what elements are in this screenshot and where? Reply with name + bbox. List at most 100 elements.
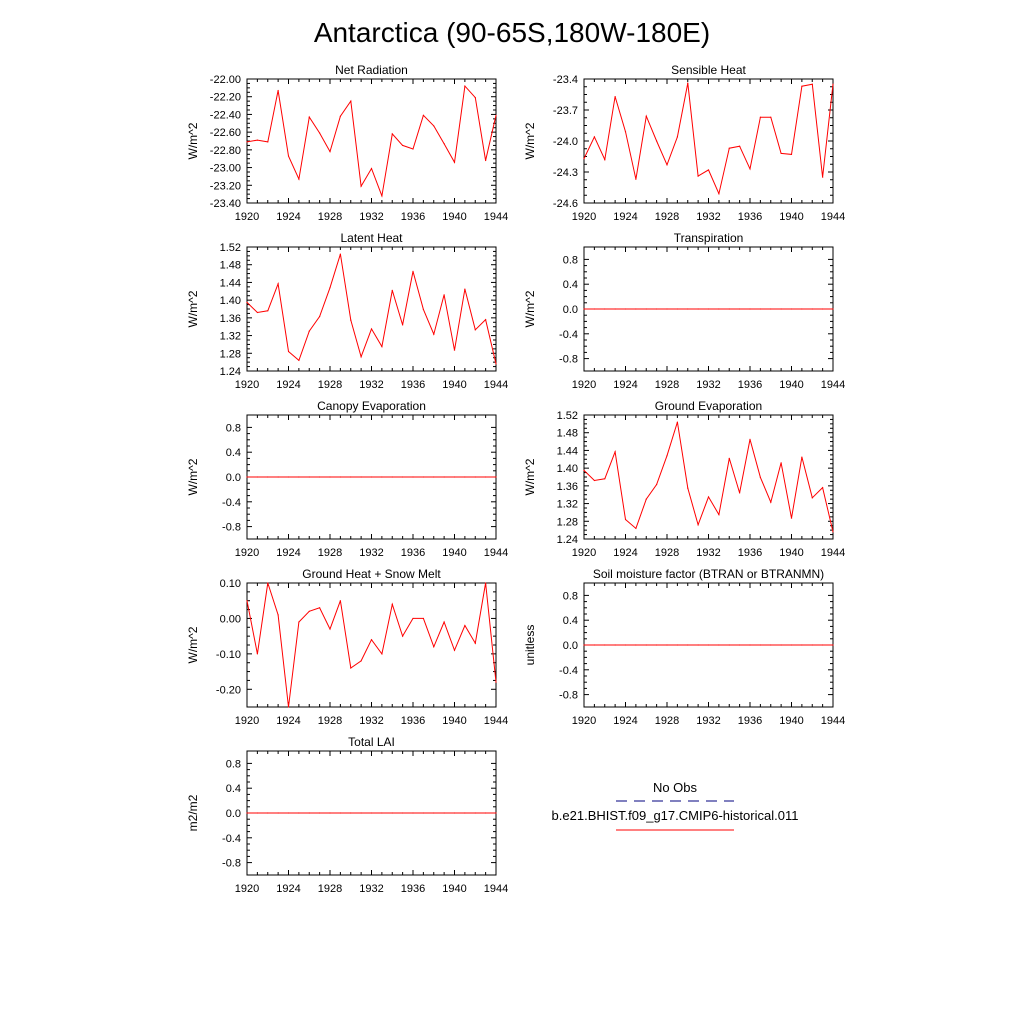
data-point [583,644,585,646]
y-tick-label: 0.4 [563,615,578,627]
panels-group: Net Radiation W/m^2 1920 1924 1928 1932 1936 19… [186,63,845,895]
x-tick-label: 1920 [235,883,259,895]
panel-title: Soil moisture factor (BTRAN or BTRANMN) [593,567,824,581]
data-point [350,667,352,669]
y-tick-label: 0.4 [226,447,241,459]
data-point [339,476,341,478]
data-point [287,155,290,157]
data-point [412,476,414,478]
data-point [412,148,414,150]
data-point [287,706,290,708]
data-point [360,660,362,662]
data-point [604,308,606,310]
x-tick-label: 1924 [613,547,637,559]
data-point [697,175,699,177]
series-line [583,421,834,533]
panel-title: Total LAI [348,735,395,749]
data-point [645,644,647,646]
x-tick-label: 1944 [484,547,508,559]
data-point [381,346,383,348]
data-point [780,152,782,154]
data-point [308,610,310,612]
data-point [635,644,637,646]
data-point [770,644,772,646]
data-point [749,644,751,646]
x-tick-label: 1936 [738,211,762,223]
data-point [319,607,321,609]
data-point [811,83,813,85]
data-point [604,478,606,480]
data-point [267,141,269,143]
data-point [453,349,456,351]
y-tick-label: 1.28 [220,348,241,360]
x-tick-label: 1920 [572,211,596,223]
legend: No Obs b.e21.BHIST.f09_g17.CMIP6-histori… [552,780,798,831]
data-point [832,531,834,533]
data-point [443,143,445,145]
data-point [583,308,585,310]
data-point [329,628,331,630]
data-point [422,114,424,116]
x-tick-label: 1924 [276,379,300,391]
panel-sensible-heat: Sensible Heat W/m^2 1920 1924 1928 1932 1936 19… [523,63,845,223]
data-point [256,139,258,141]
data-point [583,157,585,160]
y-axis-label: W/m^2 [523,458,537,495]
data-point [443,476,445,478]
legend-label-obs: No Obs [653,780,698,795]
y-tick-label: 1.40 [220,295,241,307]
data-point [443,812,445,814]
data-point [485,476,487,478]
y-tick-label: 1.32 [557,499,578,511]
y-tick-label: -22.00 [210,74,241,86]
data-point [666,644,668,646]
data-point [256,476,258,478]
y-tick-label: 1.28 [557,516,578,528]
data-point [422,812,424,814]
data-point [402,144,404,147]
data-point [624,518,627,521]
data-point [485,582,487,584]
y-tick-label: 1.24 [557,534,578,546]
data-point [645,115,647,117]
y-tick-label: -22.60 [210,127,241,139]
y-tick-label: -23.4 [553,74,578,86]
x-tick-label: 1940 [442,547,466,559]
data-point [739,308,741,310]
data-point [739,492,741,494]
x-tick-label: 1932 [696,211,720,223]
y-tick-label: 0.8 [563,590,578,602]
data-point [474,812,476,814]
data-point [443,294,445,296]
panel-soil-moisture-factor-btran-or-btranmn: Soil moisture factor (BTRAN or BTRANMN) u… [523,567,845,727]
x-tick-label: 1928 [655,547,679,559]
data-point [256,311,258,314]
data-point [666,164,668,166]
y-tick-label: -0.10 [216,649,241,661]
data-point [749,308,751,310]
data-point [319,132,321,134]
data-point [350,476,352,478]
data-point [485,159,487,162]
data-point [422,308,424,311]
data-point [832,83,834,85]
data-point [624,131,627,133]
data-point [645,308,647,310]
x-tick-label: 1920 [235,211,259,223]
x-tick-label: 1924 [276,547,300,559]
data-point [593,479,595,482]
data-point [277,89,279,92]
data-point [790,308,793,310]
data-point [391,603,393,605]
data-point [308,476,310,478]
data-point [433,646,435,648]
x-tick-label: 1928 [318,211,342,223]
data-point [739,145,741,147]
data-point [381,812,383,814]
data-point [624,308,627,310]
data-point [614,308,616,310]
data-point [707,308,710,310]
y-axis-label: W/m^2 [523,122,537,159]
x-tick-label: 1940 [779,715,803,727]
data-point [790,153,793,156]
